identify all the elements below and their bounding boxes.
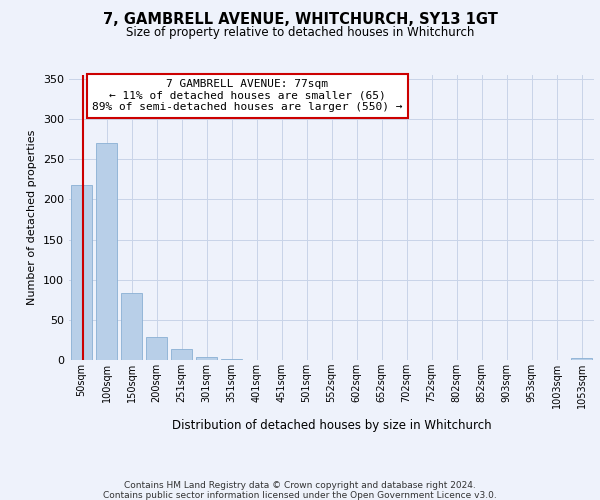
- Bar: [171, 349, 192, 360]
- Text: 7 GAMBRELL AVENUE: 77sqm
← 11% of detached houses are smaller (65)
89% of semi-d: 7 GAMBRELL AVENUE: 77sqm ← 11% of detach…: [92, 80, 403, 112]
- Text: Contains HM Land Registry data © Crown copyright and database right 2024.: Contains HM Land Registry data © Crown c…: [124, 481, 476, 490]
- Bar: [96, 143, 117, 360]
- Bar: [121, 292, 142, 360]
- Bar: [221, 359, 242, 360]
- Bar: [71, 185, 92, 360]
- Text: 7, GAMBRELL AVENUE, WHITCHURCH, SY13 1GT: 7, GAMBRELL AVENUE, WHITCHURCH, SY13 1GT: [103, 12, 497, 28]
- Text: Size of property relative to detached houses in Whitchurch: Size of property relative to detached ho…: [126, 26, 474, 39]
- X-axis label: Distribution of detached houses by size in Whitchurch: Distribution of detached houses by size …: [172, 420, 491, 432]
- Bar: [571, 358, 592, 360]
- Text: Contains public sector information licensed under the Open Government Licence v3: Contains public sector information licen…: [103, 491, 497, 500]
- Bar: [196, 357, 217, 360]
- Y-axis label: Number of detached properties: Number of detached properties: [28, 130, 37, 305]
- Bar: [146, 336, 167, 360]
